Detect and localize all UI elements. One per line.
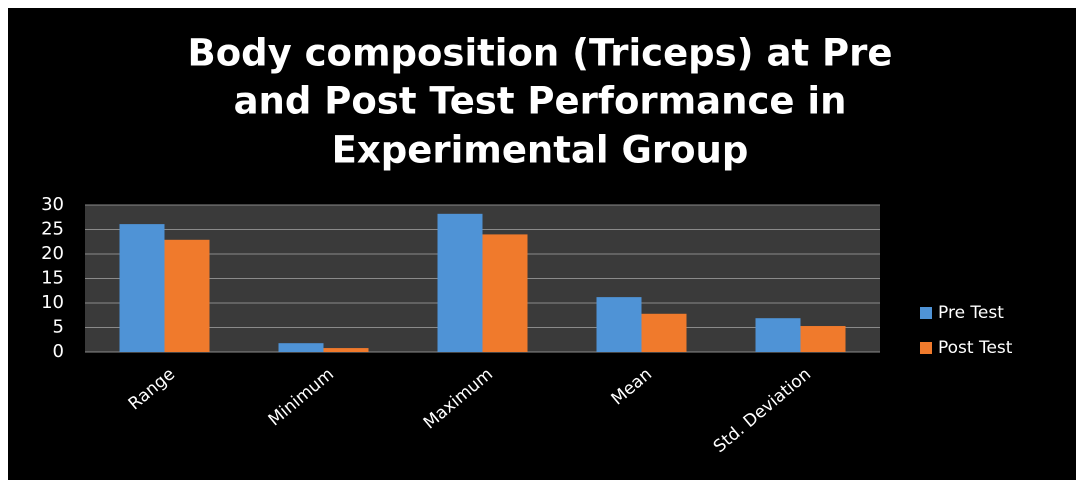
y-tick-label: 15 [41,268,64,289]
bar [800,326,846,352]
bar [641,313,687,352]
legend-label: Post Test [938,338,1013,358]
bar [278,343,324,352]
bar [323,348,369,352]
y-tick-label: 10 [41,292,64,313]
chart-title: Experimental Group [332,129,749,172]
chart-title: and Post Test Performance in [234,80,847,123]
y-tick-label: 0 [53,341,64,362]
y-tick-label: 30 [41,194,64,215]
bar [164,239,210,352]
bar [482,234,528,352]
y-tick-label: 20 [41,243,64,264]
legend-label: Pre Test [938,303,1004,323]
y-tick-label: 25 [41,219,64,240]
chart-title: Body composition (Triceps) at Pre [188,32,893,75]
y-tick-label: 5 [53,317,64,338]
bar [596,297,642,352]
bar [119,224,165,352]
legend-swatch [920,307,932,319]
bar [755,318,801,352]
legend-swatch [920,342,932,354]
bar [437,213,483,352]
